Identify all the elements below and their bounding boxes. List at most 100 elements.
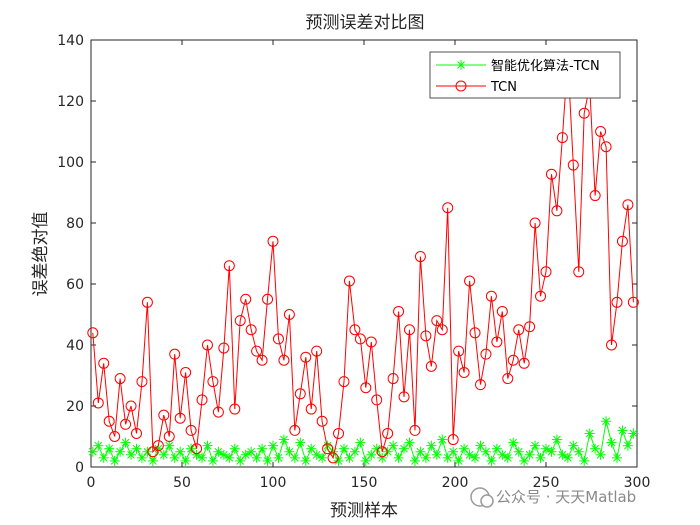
data-point (409, 455, 420, 466)
data-point-stroke (482, 447, 490, 456)
y-tick-label: 100 (57, 155, 84, 171)
data-point-stroke (154, 444, 163, 453)
data-point-stroke (569, 441, 578, 450)
data-point-stroke (214, 447, 223, 456)
data-point-stroke (356, 438, 365, 447)
data-point (152, 440, 164, 452)
data-point (617, 425, 628, 436)
data-point-stroke (132, 444, 141, 453)
data-point-stroke (457, 61, 465, 69)
data-point-stroke (411, 457, 419, 465)
data-point (513, 446, 524, 457)
data-point (584, 428, 595, 439)
data-point (268, 440, 278, 451)
data-point (448, 446, 459, 457)
data-point-stroke (219, 450, 228, 459)
data-point (180, 366, 192, 378)
data-point-stroke (449, 447, 458, 456)
data-point (223, 260, 235, 272)
data-point (311, 449, 322, 460)
data-point (114, 373, 126, 385)
data-point (508, 437, 519, 448)
data-point (518, 357, 530, 369)
data-point (469, 327, 481, 339)
y-tick-label: 20 (66, 399, 84, 415)
data-point (163, 431, 175, 442)
data-point (180, 455, 191, 466)
data-point-stroke (591, 444, 600, 453)
data-point (109, 431, 121, 442)
data-point-stroke (296, 438, 305, 447)
data-point-stroke (301, 457, 310, 465)
data-point-stroke (607, 438, 616, 447)
data-point (218, 342, 230, 354)
data-point (442, 202, 454, 214)
data-point (213, 446, 224, 457)
data-point (502, 452, 513, 463)
data-point (398, 391, 410, 403)
data-point (426, 440, 437, 451)
data-point-stroke (247, 447, 256, 456)
data-point-stroke (230, 444, 239, 453)
data-point-stroke (553, 435, 561, 444)
x-tick-label: 250 (533, 475, 560, 491)
data-point (120, 437, 131, 448)
data-point (524, 449, 535, 460)
data-point-stroke (307, 444, 316, 453)
data-point-stroke (421, 453, 430, 462)
data-point-stroke (536, 453, 545, 462)
data-point (278, 354, 290, 366)
x-tick-label: 300 (624, 475, 651, 491)
data-point-stroke (460, 444, 468, 453)
data-point (622, 199, 634, 211)
data-point (224, 452, 235, 463)
data-point (257, 443, 268, 454)
data-point (470, 452, 481, 463)
data-point (125, 400, 137, 412)
data-point-stroke (258, 444, 266, 453)
y-tick-label: 120 (57, 94, 84, 110)
data-point (595, 449, 606, 460)
data-point-stroke (492, 444, 501, 453)
data-point (136, 376, 148, 388)
data-point (562, 452, 573, 463)
data-point (273, 452, 284, 463)
data-point (158, 449, 169, 460)
watermark: 公众号 · 天天Matlab (470, 487, 636, 508)
data-point-stroke (509, 438, 518, 447)
data-point (333, 427, 345, 439)
data-point-stroke (192, 450, 201, 459)
data-point (540, 266, 552, 278)
series-layer (87, 52, 639, 466)
data-point (289, 452, 300, 463)
data-point (262, 293, 274, 305)
data-point (267, 235, 279, 247)
data-point (98, 452, 109, 463)
data-point (541, 443, 551, 454)
data-point (627, 296, 639, 308)
data-point-stroke (487, 457, 496, 465)
data-point (169, 348, 181, 360)
x-axis-ticks: 0 50 100 150 200 250 300 (87, 40, 651, 491)
data-point (491, 443, 502, 454)
data-point (311, 345, 323, 357)
data-point (93, 440, 104, 451)
x-tick-label: 50 (173, 475, 191, 491)
data-point (158, 409, 170, 421)
data-point (349, 324, 361, 336)
data-point (529, 217, 541, 229)
data-point-stroke (110, 457, 119, 465)
data-point (535, 290, 547, 302)
data-point (191, 443, 203, 455)
x-tick-label: 200 (442, 475, 469, 491)
data-point (360, 382, 372, 394)
data-point-stroke (405, 438, 414, 447)
data-point-stroke (613, 453, 621, 462)
x-tick-label: 100 (260, 475, 287, 491)
chart-title: 预测误差对比图 (306, 13, 425, 33)
data-point (245, 324, 257, 336)
data-point-stroke (629, 429, 638, 438)
data-point (376, 446, 388, 458)
wechat-logo-inner-icon (480, 494, 494, 508)
data-point (109, 455, 120, 466)
